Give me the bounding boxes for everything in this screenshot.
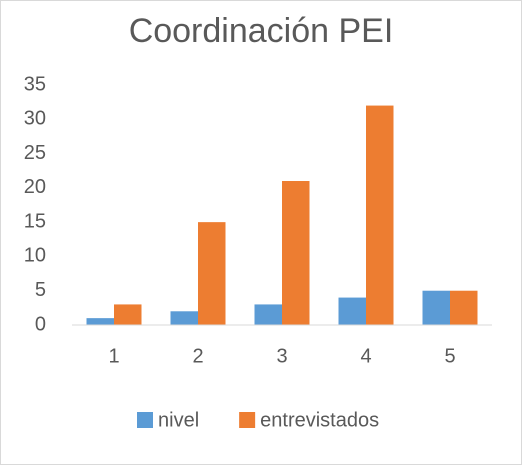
y-tick-label: 20: [24, 176, 46, 198]
bar: [422, 290, 450, 325]
x-tick-label: 4: [360, 345, 371, 367]
x-tick-label: 2: [192, 345, 203, 367]
bar: [86, 318, 114, 325]
y-tick-label: 25: [24, 142, 46, 164]
bar: [170, 311, 198, 325]
bar: [338, 297, 366, 325]
legend-swatch: [239, 412, 256, 428]
bar: [282, 181, 310, 325]
x-tick-label: 1: [108, 345, 119, 367]
legend-label: entrevistados: [260, 409, 379, 431]
x-tick-label: 3: [276, 345, 287, 367]
y-tick-label: 35: [24, 73, 46, 95]
y-tick-label: 15: [24, 210, 46, 232]
bar: [114, 304, 142, 325]
chart-title: Coordinación PEI: [129, 12, 394, 50]
legend-label: nivel: [158, 409, 199, 431]
bar: [366, 105, 394, 325]
y-tick-label: 5: [35, 279, 46, 301]
bar: [198, 222, 226, 325]
y-tick-label: 0: [35, 313, 46, 335]
y-tick-label: 30: [24, 108, 46, 130]
bar: [254, 304, 282, 325]
y-tick-label: 10: [24, 245, 46, 267]
x-tick-label: 5: [444, 345, 455, 367]
legend-swatch: [137, 412, 153, 428]
bar: [450, 290, 478, 325]
